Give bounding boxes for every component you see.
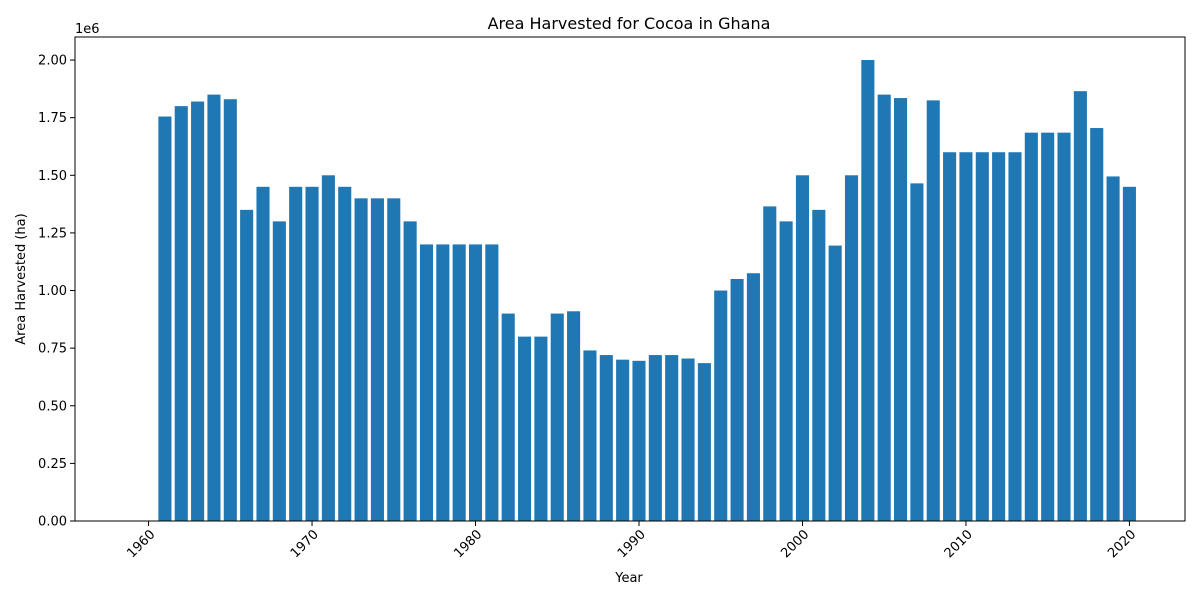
x-tick-label: 2020 xyxy=(1105,527,1139,561)
y-axis-offset-label: 1e6 xyxy=(75,22,100,37)
y-tick-label: 1.50 xyxy=(38,169,67,184)
bar-2010 xyxy=(959,152,973,521)
bar-1977 xyxy=(419,244,434,521)
x-tick-label: 1990 xyxy=(615,527,649,561)
bar-1973 xyxy=(354,198,368,522)
bar-2001 xyxy=(812,209,826,521)
bar-1984 xyxy=(534,336,548,521)
bar-2011 xyxy=(975,152,989,521)
y-tick-label: 1.75 xyxy=(38,111,67,126)
x-axis-ticks: 1960 1970 1980 1990 2000 2010 2020 xyxy=(124,521,1139,561)
y-axis-ticks: 0.00 0.25 0.50 0.75 1.00 1.25 1.50 1.75 2.00 xyxy=(38,54,75,530)
x-tick-label: 2010 xyxy=(942,527,976,561)
bar-1980 xyxy=(468,244,483,521)
bar-1970 xyxy=(305,186,319,522)
y-tick-label: 0.50 xyxy=(38,399,67,414)
bar-1993 xyxy=(681,358,695,521)
bar-1978 xyxy=(436,244,450,521)
bar-2016 xyxy=(1057,132,1071,521)
bar-2014 xyxy=(1024,132,1038,521)
x-axis-label: Year xyxy=(614,571,643,586)
y-tick-label: 1.00 xyxy=(38,284,67,299)
bar-2000 xyxy=(795,175,810,522)
bar-2002 xyxy=(828,245,842,522)
bar-2005 xyxy=(877,94,891,521)
bar-1979 xyxy=(452,244,466,521)
bar-1972 xyxy=(338,186,352,522)
y-tick-label: 2.00 xyxy=(38,54,67,69)
bar-1994 xyxy=(697,363,711,521)
x-tick-label: 1980 xyxy=(451,527,485,561)
bar-2003 xyxy=(844,175,859,522)
bar-1996 xyxy=(730,279,744,521)
bar-2020 xyxy=(1122,186,1136,522)
bar-1986 xyxy=(567,311,581,521)
bar-1963 xyxy=(191,101,205,522)
bar-1989 xyxy=(616,359,630,521)
bar-1985 xyxy=(550,313,564,521)
bar-1971 xyxy=(321,175,335,522)
bar-1999 xyxy=(779,221,793,521)
bar-2004 xyxy=(861,60,875,522)
bar-1962 xyxy=(174,106,188,522)
plot-frame xyxy=(74,36,1186,522)
bar-2007 xyxy=(910,183,924,521)
x-tick-label: 1970 xyxy=(288,527,322,561)
y-tick-label: 0.00 xyxy=(38,515,67,530)
bar-2015 xyxy=(1041,132,1055,521)
bar-1966 xyxy=(240,209,254,521)
bar-2013 xyxy=(1008,152,1022,521)
bar-1975 xyxy=(387,198,401,522)
bar-1995 xyxy=(714,290,728,521)
bar-2018 xyxy=(1090,128,1104,522)
bar-1974 xyxy=(370,198,384,522)
bar-1981 xyxy=(485,244,499,521)
bar-2008 xyxy=(926,100,940,521)
bar-2017 xyxy=(1073,91,1087,522)
y-tick-label: 0.25 xyxy=(38,457,67,472)
bar-1964 xyxy=(207,94,221,521)
bar-1968 xyxy=(272,221,286,521)
bars-group xyxy=(158,60,1136,522)
bar-1982 xyxy=(501,313,515,521)
y-tick-label: 1.25 xyxy=(38,226,67,241)
bar-1991 xyxy=(648,355,662,521)
bar-2006 xyxy=(894,98,908,522)
bar-1997 xyxy=(746,273,760,521)
bar-2012 xyxy=(992,152,1006,521)
bar-1969 xyxy=(289,186,303,522)
bar-1992 xyxy=(665,355,679,521)
bar-1983 xyxy=(518,336,532,521)
x-tick-label: 2000 xyxy=(778,527,812,561)
bar-1976 xyxy=(403,221,417,521)
y-axis-label: Area Harvested (ha) xyxy=(14,213,29,344)
bar-1998 xyxy=(763,206,777,521)
bar-2009 xyxy=(943,152,957,521)
bar-1987 xyxy=(583,350,597,521)
x-tick-label: 1960 xyxy=(124,527,158,561)
bar-1961 xyxy=(158,116,172,521)
bar-1965 xyxy=(223,99,237,521)
chart-title: Area Harvested for Cocoa in Ghana xyxy=(488,14,771,33)
y-tick-label: 0.75 xyxy=(38,342,67,357)
bar-1988 xyxy=(599,355,613,521)
bar-1967 xyxy=(256,186,270,522)
bar-1990 xyxy=(632,360,646,521)
bar-2019 xyxy=(1106,176,1120,521)
